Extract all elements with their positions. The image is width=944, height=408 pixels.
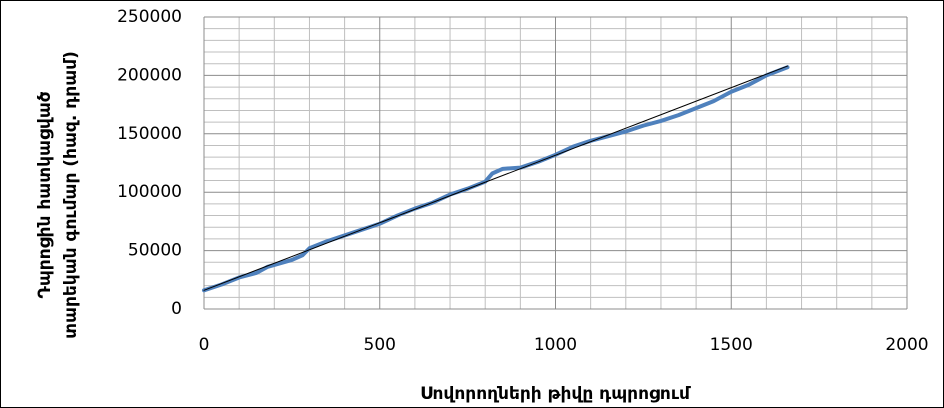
x-axis-label: Սովորողների թիվը դպրոցում (420, 384, 691, 404)
y-tick-label: 100000 (117, 182, 182, 202)
x-tick-label: 1000 (534, 335, 577, 355)
data-line (203, 65, 788, 291)
x-tick-label: 1500 (710, 335, 753, 355)
y-label-line: Դպրոցին հատկացված (35, 91, 55, 298)
y-label-line: տարեկան գումար (հազ. դրամ) (61, 51, 81, 339)
y-tick-label: 250000 (117, 7, 182, 27)
y-tick-label: 150000 (117, 124, 182, 144)
x-tick-label: 500 (364, 335, 396, 355)
y-tick-label: 0 (171, 299, 182, 319)
y-tick-label: 50000 (128, 241, 182, 261)
data-line (202, 65, 790, 293)
x-tick-label: 0 (199, 335, 210, 355)
y-axis-label: Դպրոցին հատկացված տարեկան գումար (հազ. դ… (35, 51, 81, 339)
x-tick-label: 2000 (885, 335, 928, 355)
y-tick-label: 200000 (117, 65, 182, 85)
